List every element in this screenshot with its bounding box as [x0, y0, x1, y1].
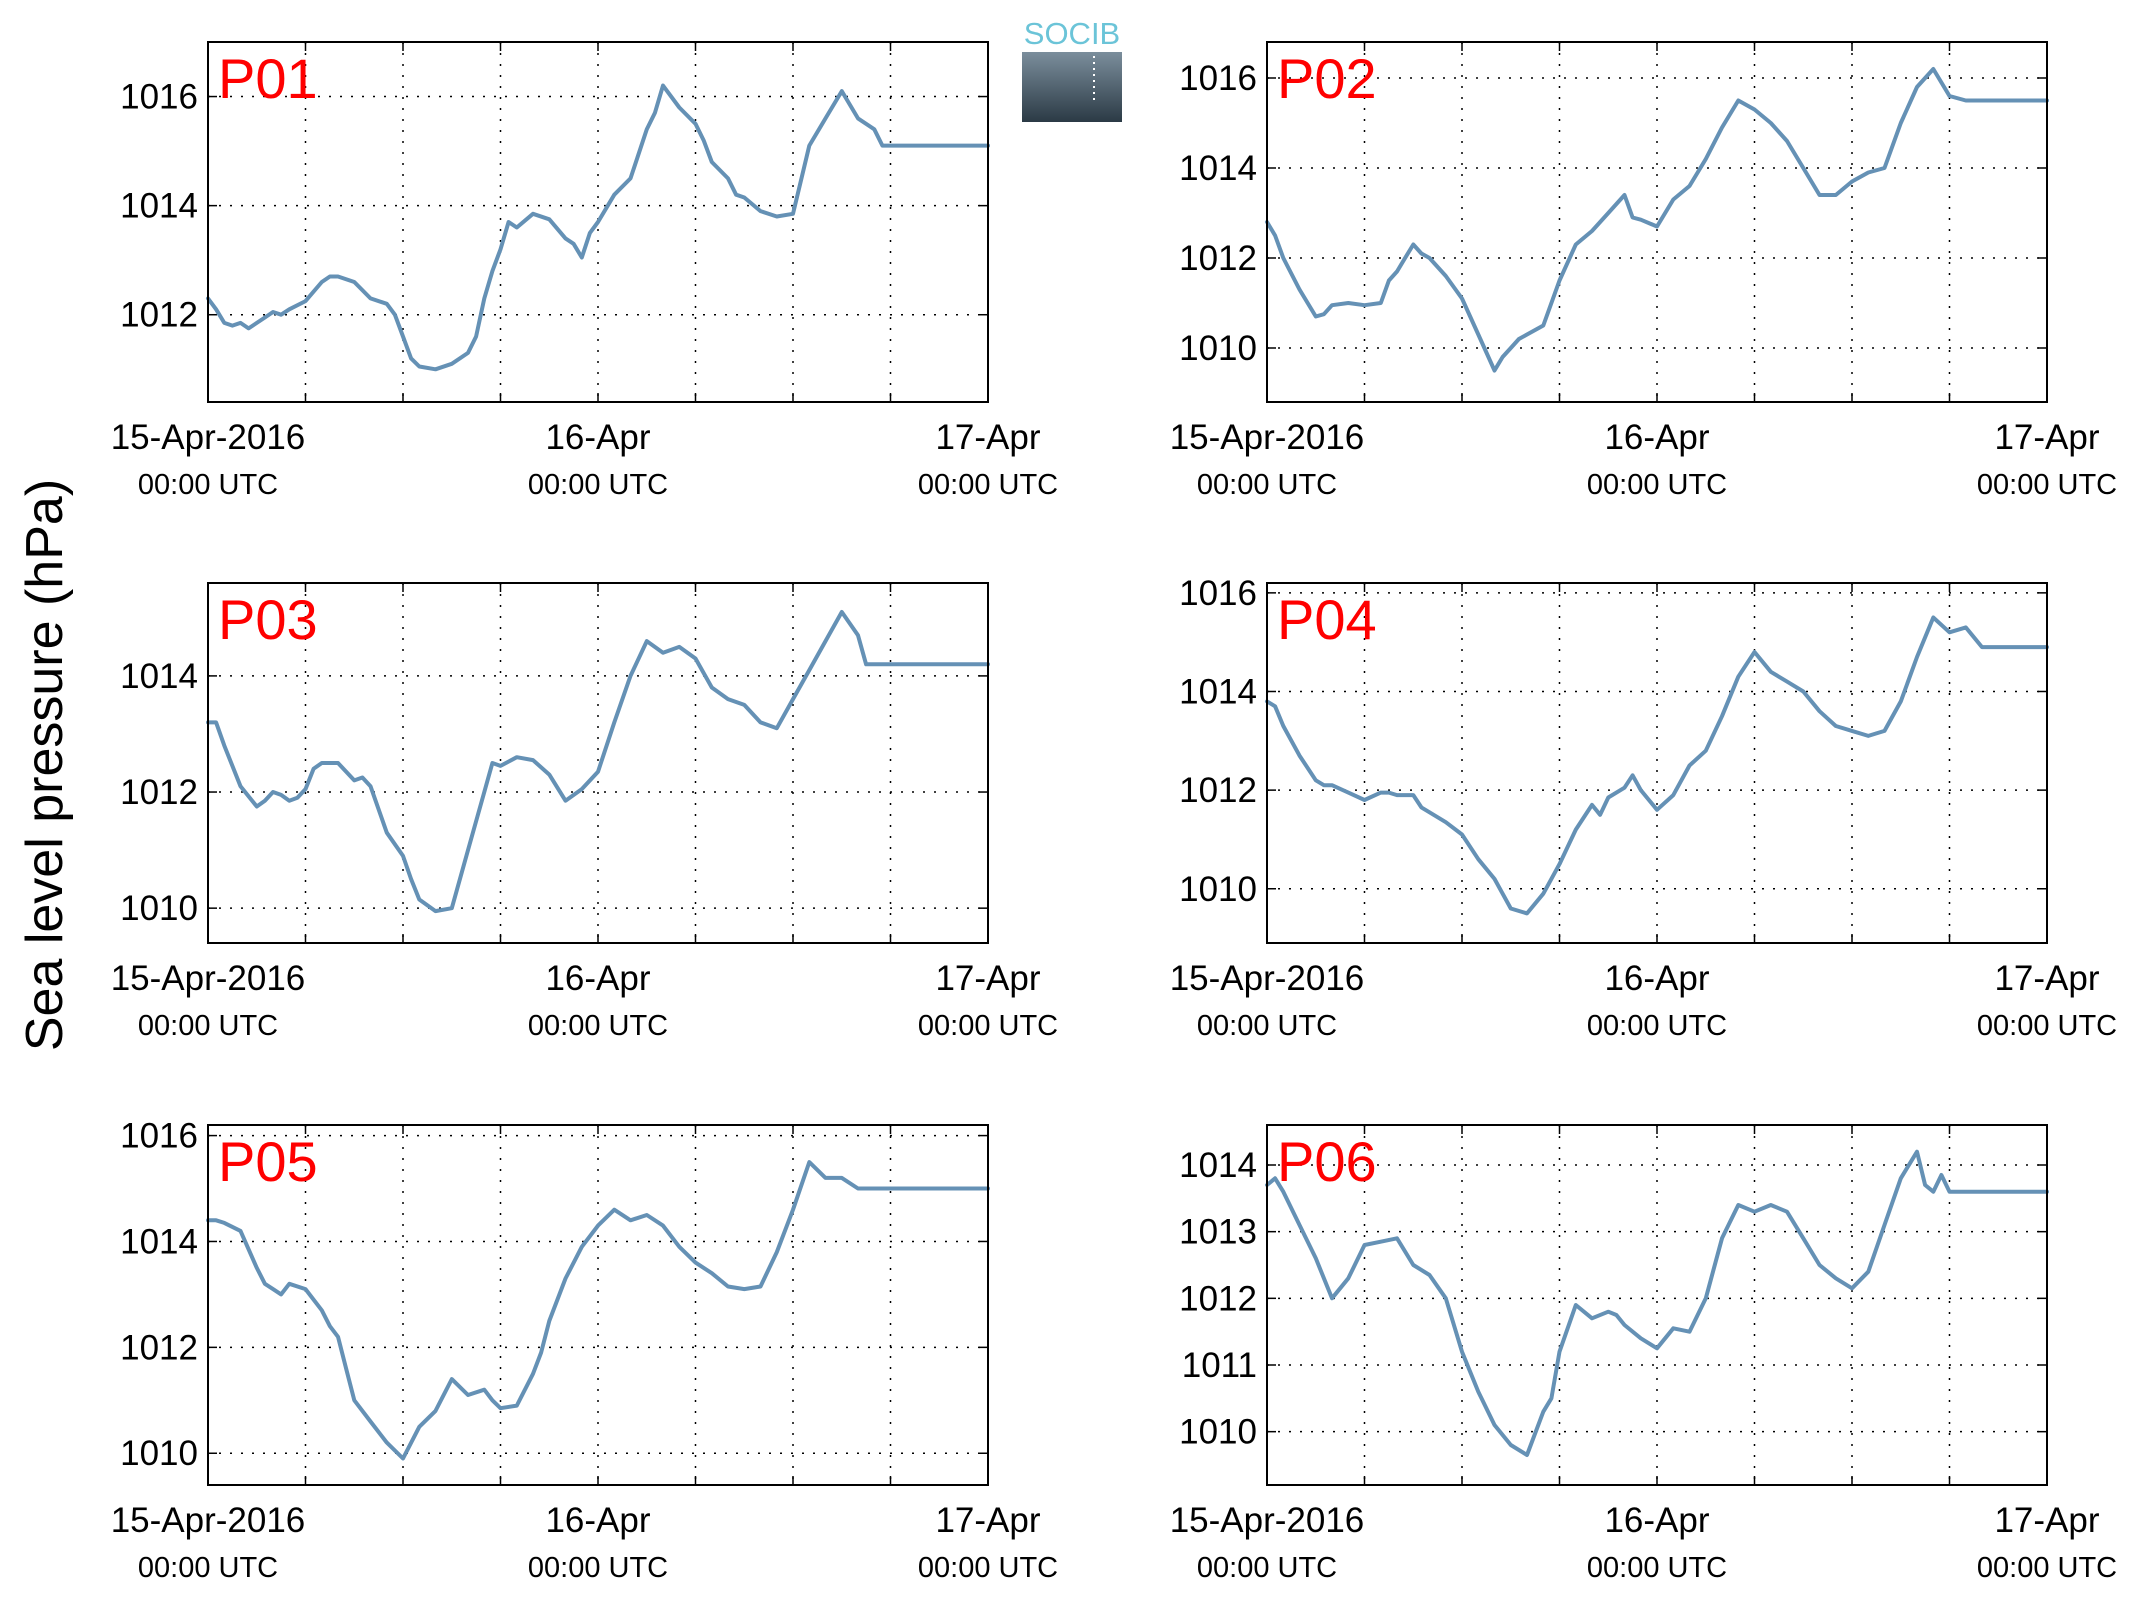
y-tick-label: 1014	[120, 657, 198, 696]
plot-area	[1267, 1125, 2047, 1485]
chart-panel-p05: 1010 1012 1014 1016 P05 15-Apr-2016 00:00 UTC 1…	[111, 1117, 1058, 1584]
y-tick-label: 1016	[1179, 574, 1257, 613]
x-tick-date-label: 15-Apr-2016	[1170, 1501, 1365, 1540]
plot-area	[208, 1125, 988, 1485]
x-tick-date-label: 16-Apr	[1604, 418, 1709, 457]
panel-title: P04	[1277, 588, 1377, 651]
y-tick-label: 1011	[1182, 1346, 1257, 1385]
x-tick-date-label: 16-Apr	[545, 959, 650, 998]
x-tick-date-label: 15-Apr-2016	[111, 418, 306, 457]
plot-area	[1267, 583, 2047, 943]
x-tick-date-label: 15-Apr-2016	[1170, 959, 1365, 998]
pressure-series-line	[1265, 67, 2049, 373]
x-tick-time-label: 00:00 UTC	[1977, 1010, 2117, 1042]
x-tick-time-label: 00:00 UTC	[1587, 1010, 1727, 1042]
chart-panel-p03: 1010 1012 1014 P03 15-Apr-2016 00:00 UTC 16-Ap…	[111, 582, 1058, 1042]
x-tick-date-label: 17-Apr	[935, 959, 1040, 998]
x-tick-time-label: 00:00 UTC	[918, 1010, 1058, 1042]
x-tick-time-label: 00:00 UTC	[1977, 469, 2117, 501]
y-tick-label: 1012	[1179, 771, 1257, 810]
panel-title: P06	[1277, 1130, 1377, 1193]
y-tick-label: 1016	[120, 78, 198, 117]
y-tick-label: 1012	[120, 773, 198, 812]
x-tick-time-label: 00:00 UTC	[1587, 1552, 1727, 1584]
x-tick-time-label: 00:00 UTC	[528, 469, 668, 501]
axes-frame	[1266, 1124, 2048, 1486]
pressure-series-line	[1265, 1149, 2049, 1457]
logo-background	[1022, 52, 1122, 122]
figure-ylabel: Sea level pressure (hPa)	[16, 479, 74, 1051]
panel-title: P05	[218, 1130, 318, 1193]
x-tick-time-label: 00:00 UTC	[138, 469, 278, 501]
y-tick-label: 1014	[1179, 672, 1257, 711]
pressure-series-line	[1265, 615, 2049, 916]
x-tick-date-label: 17-Apr	[1994, 1501, 2099, 1540]
socib-logo: SOCIB	[1022, 16, 1122, 122]
y-tick-label: 1010	[120, 889, 198, 928]
y-tick-label: 1013	[1179, 1213, 1257, 1252]
y-tick-label: 1014	[120, 1222, 198, 1261]
chart-panel-p01: 1012 1014 1016 P01 15-Apr-2016 00:00 UTC 16-Ap…	[111, 41, 1058, 501]
chart-panel-p06: 1010 1011 1012 1013 1014 P06 15-Apr-2016 00:00 …	[1170, 1124, 2117, 1584]
x-tick-date-label: 16-Apr	[1604, 959, 1709, 998]
x-tick-time-label: 00:00 UTC	[1197, 1552, 1337, 1584]
pressure-series-line	[206, 1160, 990, 1461]
logo-text: SOCIB	[1024, 16, 1120, 51]
x-tick-time-label: 00:00 UTC	[138, 1552, 278, 1584]
pressure-series-line	[206, 83, 990, 372]
x-tick-date-label: 15-Apr-2016	[111, 1501, 306, 1540]
x-tick-time-label: 00:00 UTC	[528, 1552, 668, 1584]
y-tick-label: 1016	[120, 1117, 198, 1156]
x-tick-date-label: 16-Apr	[545, 1501, 650, 1540]
y-tick-label: 1010	[1179, 329, 1257, 368]
y-tick-label: 1014	[1179, 149, 1257, 188]
x-tick-date-label: 15-Apr-2016	[1170, 418, 1365, 457]
y-tick-label: 1012	[1179, 239, 1257, 278]
x-tick-time-label: 00:00 UTC	[1197, 469, 1337, 501]
x-tick-date-label: 17-Apr	[1994, 418, 2099, 457]
y-tick-label: 1012	[120, 1328, 198, 1367]
y-tick-label: 1016	[1179, 59, 1257, 98]
x-tick-date-label: 16-Apr	[1604, 1501, 1709, 1540]
axes-frame	[207, 1124, 989, 1486]
axes-frame	[207, 582, 989, 944]
panels-container: 1012 1014 1016 P01 15-Apr-2016 00:00 UTC 16-Ap…	[111, 41, 2117, 1584]
x-tick-date-label: 17-Apr	[935, 418, 1040, 457]
x-tick-time-label: 00:00 UTC	[1977, 1552, 2117, 1584]
x-tick-time-label: 00:00 UTC	[138, 1010, 278, 1042]
panel-title: P01	[218, 47, 318, 110]
axes-frame	[207, 41, 989, 403]
y-tick-label: 1014	[120, 187, 198, 226]
x-tick-time-label: 00:00 UTC	[528, 1010, 668, 1042]
y-tick-label: 1012	[120, 296, 198, 335]
y-tick-label: 1012	[1179, 1279, 1257, 1318]
y-tick-label: 1010	[120, 1434, 198, 1473]
x-tick-time-label: 00:00 UTC	[918, 1552, 1058, 1584]
y-tick-label: 1010	[1179, 1413, 1257, 1452]
chart-panel-p02: 1010 1012 1014 1016 P02 15-Apr-2016 00:00 UTC 1…	[1170, 41, 2117, 501]
x-tick-date-label: 17-Apr	[935, 1501, 1040, 1540]
axes-frame	[1266, 582, 2048, 944]
x-tick-date-label: 15-Apr-2016	[111, 959, 306, 998]
pressure-series-line	[206, 610, 990, 914]
x-tick-date-label: 16-Apr	[545, 418, 650, 457]
plot-area	[1267, 42, 2047, 402]
panel-title: P02	[1277, 47, 1377, 110]
x-tick-time-label: 00:00 UTC	[918, 469, 1058, 501]
chart-panel-p04: 1010 1012 1014 1016 P04 15-Apr-2016 00:00 UTC 1…	[1170, 574, 2117, 1042]
panel-title: P03	[218, 588, 318, 651]
x-tick-date-label: 17-Apr	[1994, 959, 2099, 998]
axes-frame	[1266, 41, 2048, 403]
y-tick-label: 1014	[1179, 1146, 1257, 1185]
x-tick-time-label: 00:00 UTC	[1587, 469, 1727, 501]
x-tick-time-label: 00:00 UTC	[1197, 1010, 1337, 1042]
y-tick-label: 1010	[1179, 870, 1257, 909]
